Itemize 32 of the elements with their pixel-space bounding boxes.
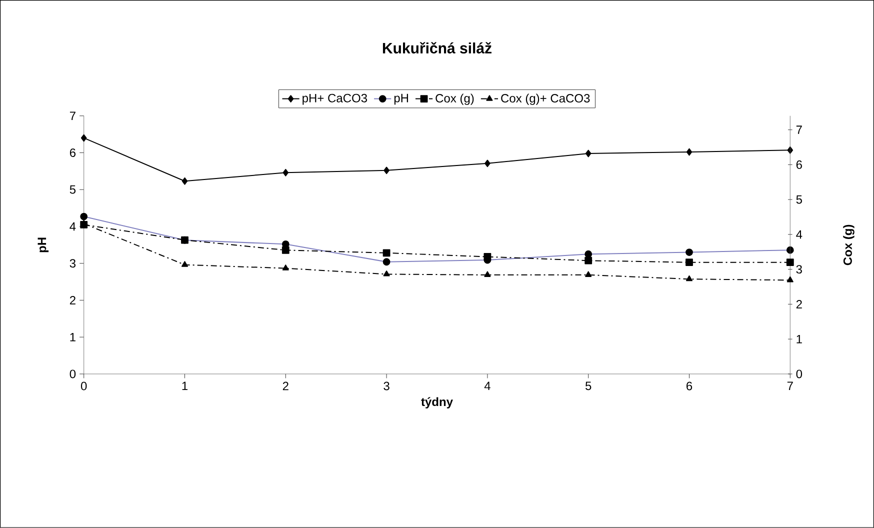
x-tick-label: 6 (686, 382, 692, 390)
x-tick-label: 4 (484, 382, 490, 390)
y-axis-title: pH (38, 238, 49, 252)
y2-tick-label: 4 (796, 230, 802, 239)
y2-tick-label: 0 (796, 370, 802, 378)
x-tick-label: 3 (384, 382, 390, 390)
y-tick-label: 6 (70, 148, 76, 158)
x-tick-label: 1 (182, 382, 188, 390)
legend-label: Cox (g) (436, 94, 474, 105)
x-axis-title: týdny (421, 397, 453, 409)
y2-tick-label: 7 (796, 126, 802, 134)
legend-label: pH+ CaCO3 (302, 94, 368, 105)
x-tick-label: 0 (80, 382, 87, 390)
legend-label: pH (394, 94, 408, 105)
legend-label: Cox (g)+ CaCO3 (501, 94, 590, 105)
x-tick-label: 7 (787, 382, 793, 390)
y-tick-label: 4 (70, 222, 76, 231)
x-tick-label: 2 (282, 382, 288, 390)
y2-tick-label: 6 (796, 160, 802, 169)
y-tick-label: 0 (70, 370, 76, 378)
y-tick-label: 3 (70, 259, 76, 268)
y-tick-label: 5 (70, 185, 76, 194)
y-tick-label: 7 (70, 112, 76, 120)
y2-axis-title: Cox (g) (843, 224, 854, 266)
y-tick-label: 2 (70, 296, 76, 304)
y2-tick-label: 5 (796, 195, 802, 204)
y2-tick-label: 3 (796, 265, 802, 274)
y2-tick-label: 1 (796, 335, 802, 344)
y2-tick-label: 2 (796, 300, 802, 308)
x-tick-label: 5 (586, 382, 592, 390)
chart-title: Kukuřičná siláž (382, 42, 492, 54)
y-tick-label: 1 (70, 333, 76, 342)
